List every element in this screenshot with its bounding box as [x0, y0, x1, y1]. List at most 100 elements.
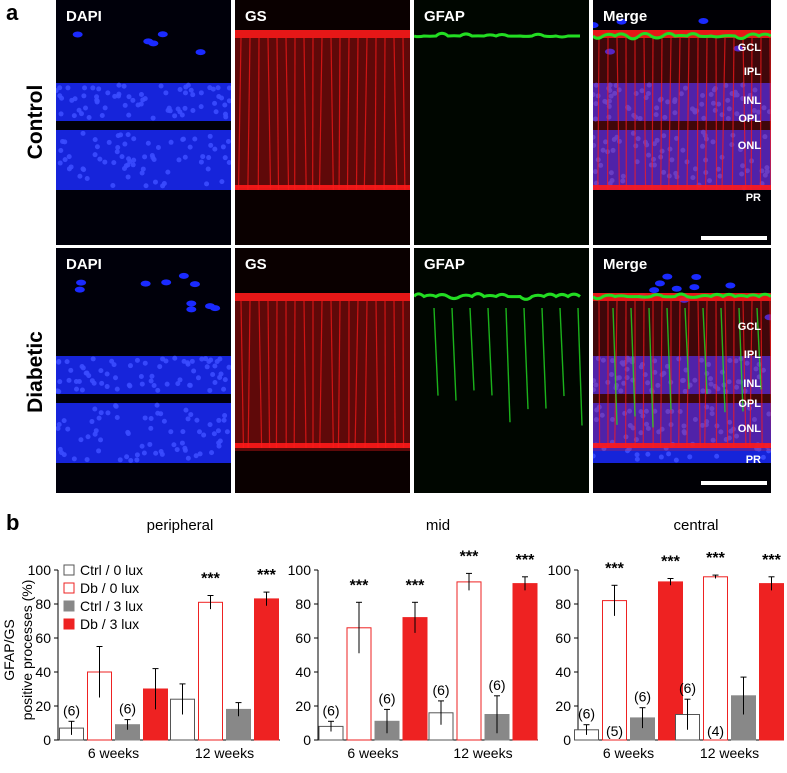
- nucleus: [194, 417, 200, 423]
- nucleus: [205, 166, 211, 172]
- nucleus: [185, 416, 191, 422]
- nucleus: [602, 98, 608, 104]
- nucleus: [756, 109, 762, 115]
- gs-image: [235, 248, 410, 493]
- nucleus: [639, 88, 645, 94]
- muller-process: [742, 37, 747, 191]
- nucleus: [680, 378, 686, 384]
- nucleus: [188, 412, 194, 418]
- nucleus: [593, 142, 597, 148]
- nucleus: [177, 109, 183, 115]
- n-label: (6): [119, 701, 136, 717]
- nucleus: [159, 451, 165, 457]
- nucleus: [189, 358, 195, 364]
- gfap-process: [630, 307, 636, 417]
- nucleus: [682, 430, 688, 436]
- nucleus: [180, 429, 186, 435]
- muller-process: [668, 37, 672, 191]
- nucleus: [732, 89, 738, 95]
- nucleus: [182, 447, 188, 453]
- nucleus: [610, 147, 616, 153]
- nucleus: [164, 381, 170, 387]
- nucleus: [168, 139, 174, 145]
- nucleus: [700, 388, 706, 394]
- nucleus: [646, 152, 652, 158]
- region-title-mid: mid: [425, 517, 451, 534]
- nucleus: [73, 378, 79, 384]
- nucleus: [80, 130, 86, 136]
- nucleus: [726, 379, 732, 385]
- muller-process: [402, 300, 405, 449]
- nucleus: [204, 181, 210, 187]
- nucleus: [183, 84, 189, 90]
- nucleus: [134, 357, 140, 363]
- nucleus: [68, 164, 74, 170]
- diabetic-gfap-panel: GFAP: [414, 248, 589, 493]
- nucleus: [669, 157, 675, 163]
- nucleus: [620, 178, 626, 184]
- muller-process: [293, 300, 296, 449]
- nucleus: [189, 281, 200, 288]
- nucleus: [710, 139, 716, 145]
- nucleus: [725, 115, 731, 121]
- nucleus: [74, 386, 80, 392]
- nucleus: [172, 113, 178, 119]
- nucleus: [681, 423, 687, 429]
- nucleus: [64, 359, 70, 365]
- nucleus: [665, 99, 671, 105]
- nucleus: [689, 106, 695, 112]
- nucleus: [57, 85, 63, 91]
- nucleus: [161, 279, 172, 286]
- nucleus: [58, 148, 64, 154]
- nucleus: [635, 136, 641, 142]
- nucleus: [637, 115, 643, 121]
- muller-band: [593, 38, 771, 188]
- nucleus: [90, 85, 96, 91]
- nucleus: [739, 171, 745, 177]
- nucleus: [682, 85, 688, 91]
- nucleus: [126, 94, 132, 100]
- nucleus: [751, 108, 757, 114]
- y-tick-label: 80: [295, 596, 311, 612]
- x-tick-label: 12 weeks: [700, 745, 759, 761]
- nucleus: [212, 380, 218, 386]
- nucleus: [92, 406, 98, 412]
- nucleus: [734, 384, 740, 390]
- nucleus: [644, 421, 650, 427]
- nucleus: [649, 287, 660, 294]
- y-tick-label: 60: [295, 630, 311, 646]
- legend-swatch: [63, 618, 75, 630]
- gfap-process: [648, 307, 654, 428]
- nucleus: [619, 360, 625, 366]
- diabetic-gs-panel: GS: [235, 248, 410, 493]
- nucleus: [653, 112, 659, 118]
- nucleus: [727, 358, 733, 364]
- nucleus: [682, 388, 688, 394]
- nucleus: [105, 410, 111, 416]
- nucleus: [86, 373, 92, 379]
- nucleus: [161, 418, 167, 424]
- nucleus: [158, 411, 164, 417]
- y-tick-label: 0: [303, 732, 311, 748]
- gfap-process: [577, 307, 583, 426]
- y-tick-label: 40: [35, 664, 51, 680]
- nucleus: [607, 82, 613, 88]
- nucleus: [72, 96, 78, 102]
- muller-process: [354, 300, 359, 449]
- gfap-process: [541, 307, 547, 409]
- muller-process: [642, 300, 645, 449]
- nucleus: [205, 303, 216, 310]
- nucleus: [143, 38, 154, 45]
- nucleus: [155, 144, 161, 150]
- nucleus: [593, 382, 599, 388]
- nucleus: [187, 382, 193, 388]
- muller-process: [643, 37, 647, 191]
- nucleus: [215, 428, 221, 434]
- channel-title: GS: [245, 8, 267, 25]
- nucleus: [124, 454, 130, 460]
- merge-image: [593, 248, 771, 493]
- nucleus: [130, 97, 136, 103]
- layer-label-ipl: IPL: [743, 349, 761, 361]
- muller-process: [240, 300, 245, 449]
- nucleus: [56, 421, 62, 427]
